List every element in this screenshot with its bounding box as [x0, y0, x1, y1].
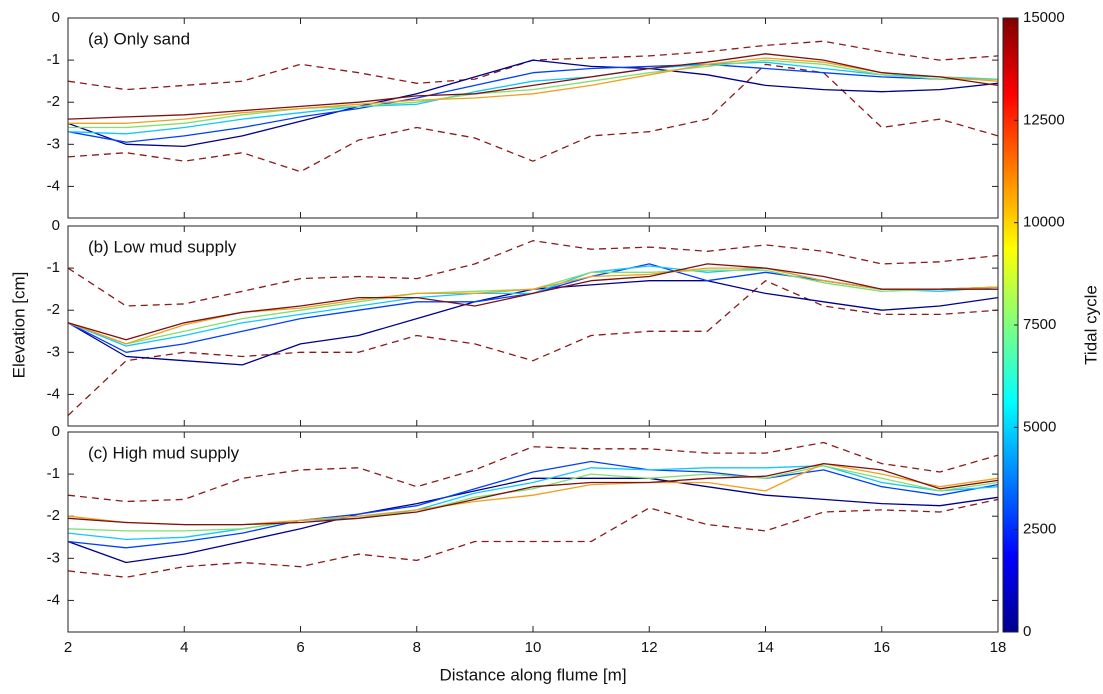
profile-line: [68, 59, 998, 129]
x-tick-label: 18: [990, 639, 1007, 656]
panel-title: (b) Low mud supply: [88, 237, 237, 256]
colorbar-label: Tidal cycle: [1081, 285, 1100, 365]
colorbar-tick-label: 12500: [1023, 111, 1065, 128]
x-tick-label: 12: [641, 639, 658, 656]
profile-line: [68, 63, 998, 143]
panel-title: (a) Only sand: [88, 29, 190, 48]
profile-line: [68, 477, 998, 564]
y-tick-label: -3: [47, 549, 60, 566]
plot-area: [68, 18, 998, 218]
y-tick-label: 0: [52, 423, 60, 440]
panel-title: (c) High mud supply: [88, 443, 240, 462]
x-tick-label: 10: [525, 639, 542, 656]
y-tick-label: -4: [47, 385, 60, 402]
plot-frame: [67, 17, 999, 219]
y-tick-label: 0: [52, 9, 60, 26]
profile-line: [68, 267, 998, 345]
x-axis-label: Distance along flume [m]: [439, 665, 626, 684]
x-tick-label: 4: [180, 639, 188, 656]
y-axis-label: Elevation [cm]: [9, 272, 28, 379]
profile-line: [68, 61, 998, 135]
profile-line: [68, 59, 998, 148]
profile-line: [68, 53, 998, 120]
y-tick-label: -2: [47, 507, 60, 524]
colorbar-tick-label: 2500: [1023, 521, 1056, 538]
profile-line: [68, 460, 998, 549]
x-tick-label: 6: [296, 639, 304, 656]
envelope-line: [68, 240, 998, 307]
colorbar-tick-label: 15000: [1023, 9, 1065, 26]
profile-line: [68, 465, 998, 541]
profile-line: [68, 462, 998, 526]
colorbar-tick-label: 7500: [1023, 316, 1056, 333]
envelope-line: [68, 498, 998, 578]
colorbar-tick-label: 5000: [1023, 418, 1056, 435]
y-tick-label: -1: [47, 51, 60, 68]
y-tick-label: -1: [47, 465, 60, 482]
profile-line: [68, 263, 998, 341]
profile-line: [68, 465, 998, 532]
envelope-line: [68, 63, 998, 173]
plot-area: [68, 226, 998, 426]
y-tick-label: -2: [47, 93, 60, 110]
x-tick-label: 2: [64, 639, 72, 656]
x-tick-label: 8: [413, 639, 421, 656]
y-tick-label: -1: [47, 259, 60, 276]
envelope-line: [68, 441, 998, 503]
colorbar-tick-label: 10000: [1023, 214, 1065, 231]
plot-frame: [67, 431, 999, 633]
y-tick-label: -4: [47, 177, 60, 194]
y-tick-label: -2: [47, 301, 60, 318]
x-tick-label: 16: [873, 639, 890, 656]
y-tick-label: -4: [47, 591, 60, 608]
y-tick-label: -3: [47, 135, 60, 152]
plot-frame: [67, 225, 999, 427]
y-tick-label: -3: [47, 343, 60, 360]
colorbar-tick-label: 0: [1023, 623, 1031, 640]
envelope-line: [68, 280, 998, 416]
profile-line: [68, 57, 998, 124]
y-tick-label: 0: [52, 217, 60, 234]
x-tick-label: 14: [757, 639, 774, 656]
